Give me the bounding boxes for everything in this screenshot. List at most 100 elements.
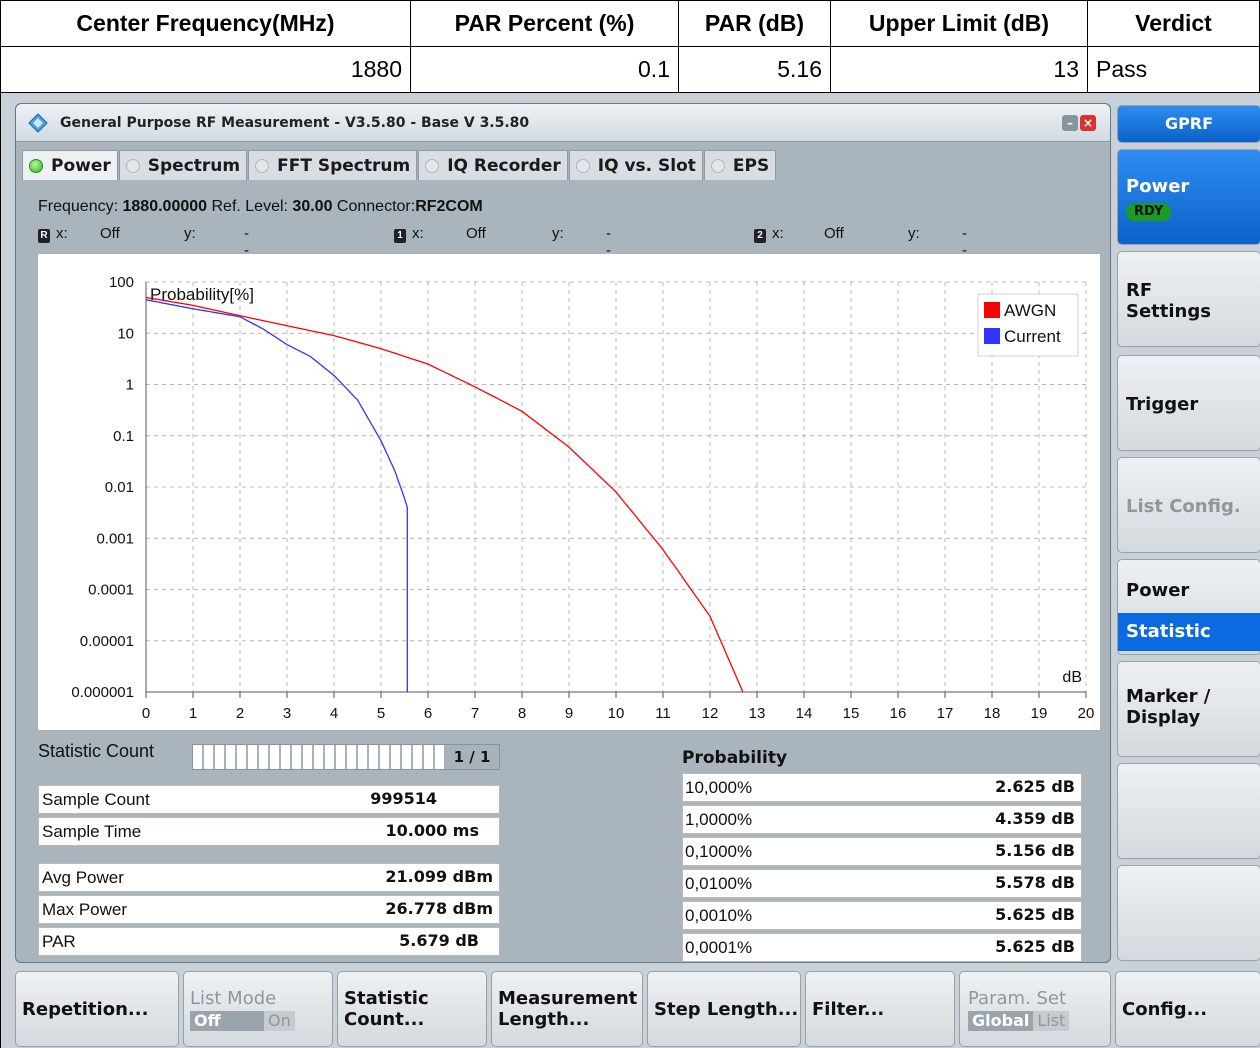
measurement-window: General Purpose RF Measurement - V3.5.80…	[15, 103, 1111, 963]
y-tick-label: 0.1	[113, 428, 134, 445]
status-led-icon	[710, 158, 725, 173]
row-label: 10,000%	[685, 778, 753, 797]
probability-row: 0,0010% 5.625 dB	[682, 901, 1082, 930]
measurement-length-button[interactable]: Measurement Length...	[491, 971, 643, 1047]
ref-level-value: 30.00	[292, 198, 333, 215]
statistic-count-progress: 1 / 1	[192, 744, 500, 770]
sample-time-row: Sample Time 10.000 ms	[38, 817, 500, 846]
x-tick-label: 17	[937, 705, 954, 722]
power-statistic-softkey[interactable]: Power Statistic	[1117, 559, 1260, 655]
row-value: 2.625 dB	[995, 777, 1075, 796]
x-tick-label: 8	[518, 705, 526, 722]
tab-fft-spectrum[interactable]: FFT Spectrum	[248, 150, 418, 180]
tab-label: EPS	[732, 155, 770, 176]
y-tick-label: 0.01	[105, 479, 134, 496]
cell-par-percent: 0.1	[410, 46, 679, 93]
tab-power[interactable]: Power	[22, 150, 118, 180]
repetition-button[interactable]: Repetition...	[15, 971, 179, 1047]
x-tick-label: 6	[424, 705, 432, 722]
minimize-icon[interactable]: –	[1062, 115, 1078, 131]
row-value: 5.156 dB	[995, 841, 1075, 860]
tab-iq-vs-slot[interactable]: IQ vs. Slot	[568, 150, 703, 180]
col-par-percent: PAR Percent (%)	[410, 0, 679, 47]
filter-button[interactable]: Filter...	[805, 971, 955, 1047]
x-tick-label: 0	[142, 705, 150, 722]
softkey-label: Marker /	[1126, 686, 1211, 707]
statistic-count-button[interactable]: Statistic Count...	[337, 971, 487, 1047]
measurement-tabs: Power Spectrum FFT Spectrum IQ Recorder …	[22, 150, 777, 180]
row-label: PAR	[42, 932, 76, 951]
cell-center-frequency: 1880	[0, 46, 411, 93]
cell-verdict: Pass	[1087, 46, 1260, 93]
row-label: Avg Power	[42, 868, 124, 887]
button-label: Count...	[344, 1009, 425, 1030]
row-label: Max Power	[42, 900, 128, 919]
empty-softkey[interactable]	[1117, 865, 1260, 961]
tab-iq-recorder[interactable]: IQ Recorder	[418, 150, 568, 180]
empty-softkey[interactable]	[1117, 763, 1260, 859]
button-label: Config...	[1122, 998, 1208, 1020]
softkey-label: Power	[1126, 176, 1190, 197]
marker-2-icon: 2	[754, 229, 766, 243]
ccdf-chart: 100 10 1 0.1 0.01 0.001 0.0001 0.00001 0.000001 0…	[38, 254, 1100, 774]
col-center-frequency: Center Frequency(MHz)	[0, 0, 411, 47]
tab-label: Spectrum	[147, 155, 241, 176]
toggle-list: List	[1033, 1010, 1070, 1031]
probability-row: 0,1000% 5.156 dB	[682, 837, 1082, 866]
row-label: 0,0001%	[685, 938, 753, 957]
close-icon[interactable]: ×	[1080, 115, 1096, 131]
config-button[interactable]: Config...	[1115, 971, 1260, 1047]
toggle-on: On	[264, 1010, 295, 1031]
col-upper-limit: Upper Limit (dB)	[830, 0, 1088, 47]
probability-row: 0,0100% 5.578 dB	[682, 869, 1082, 898]
tab-label: IQ Recorder	[447, 155, 561, 176]
row-value: 4.359 dB	[995, 809, 1075, 828]
step-length-button[interactable]: Step Length...	[647, 971, 801, 1047]
marker-x-value: Off	[100, 225, 120, 242]
row-label: Sample Time	[42, 822, 142, 841]
y-tick-label: 0.0001	[88, 582, 134, 599]
button-label: Statistic	[344, 988, 429, 1009]
marker-y-label: y:	[908, 225, 920, 242]
marker-r: Rx: Off y: ---	[38, 225, 249, 276]
trigger-softkey[interactable]: Trigger	[1117, 355, 1260, 451]
param-set-button[interactable]: Param. Set Global List	[959, 971, 1111, 1047]
marker-2: 2x: Off y: ---	[754, 225, 967, 276]
probability-row: 1,0000% 4.359 dB	[682, 805, 1082, 834]
result-table-row: 1880 0.1 5.16 13 Pass	[0, 46, 1260, 93]
y-tick-label: 0.001	[96, 530, 134, 547]
list-config-softkey[interactable]: List Config.	[1117, 457, 1260, 553]
marker-display-softkey[interactable]: Marker / Display	[1117, 661, 1260, 757]
marker-y-label: y:	[184, 225, 196, 242]
col-par-db: PAR (dB)	[678, 0, 831, 47]
statistic-count-value: 1 / 1	[445, 745, 499, 769]
avg-power-row: Avg Power 21.099 dBm	[38, 863, 500, 892]
rf-settings-softkey[interactable]: RF Settings	[1117, 251, 1260, 347]
probability-heading: Probability	[682, 748, 788, 768]
row-value: 5.625 dB	[995, 937, 1075, 956]
rdy-badge: RDY	[1126, 203, 1172, 221]
x-tick-label: 19	[1031, 705, 1048, 722]
x-tick-label: 9	[565, 705, 573, 722]
par-row: PAR 5.679 dB	[38, 927, 500, 956]
x-tick-label: 7	[471, 705, 479, 722]
tab-spectrum[interactable]: Spectrum	[118, 150, 248, 180]
frequency-info: Frequency: 1880.00000 Ref. Level: 30.00 …	[38, 198, 483, 216]
connector-value: RF2COM	[415, 198, 483, 215]
tab-eps[interactable]: EPS	[703, 150, 777, 180]
button-label: Repetition...	[22, 998, 149, 1020]
x-tick-label: 5	[377, 705, 385, 722]
x-tick-label: 18	[984, 705, 1001, 722]
list-mode-button[interactable]: List Mode Off On	[183, 971, 333, 1047]
toggle-off: Off	[190, 1010, 264, 1031]
x-axis-title: dB	[1062, 669, 1082, 686]
row-label: 0,0100%	[685, 874, 753, 893]
statistic-count-label: Statistic Count	[38, 741, 155, 761]
softkey-label: RF	[1126, 280, 1153, 301]
series-line-awgn	[145, 296, 744, 693]
row-value: 999514	[370, 789, 437, 808]
legend-label: Current	[1004, 327, 1061, 346]
power-softkey[interactable]: Power RDY	[1117, 149, 1260, 245]
tab-label: Power	[51, 155, 111, 176]
app-logo-icon	[28, 113, 48, 133]
